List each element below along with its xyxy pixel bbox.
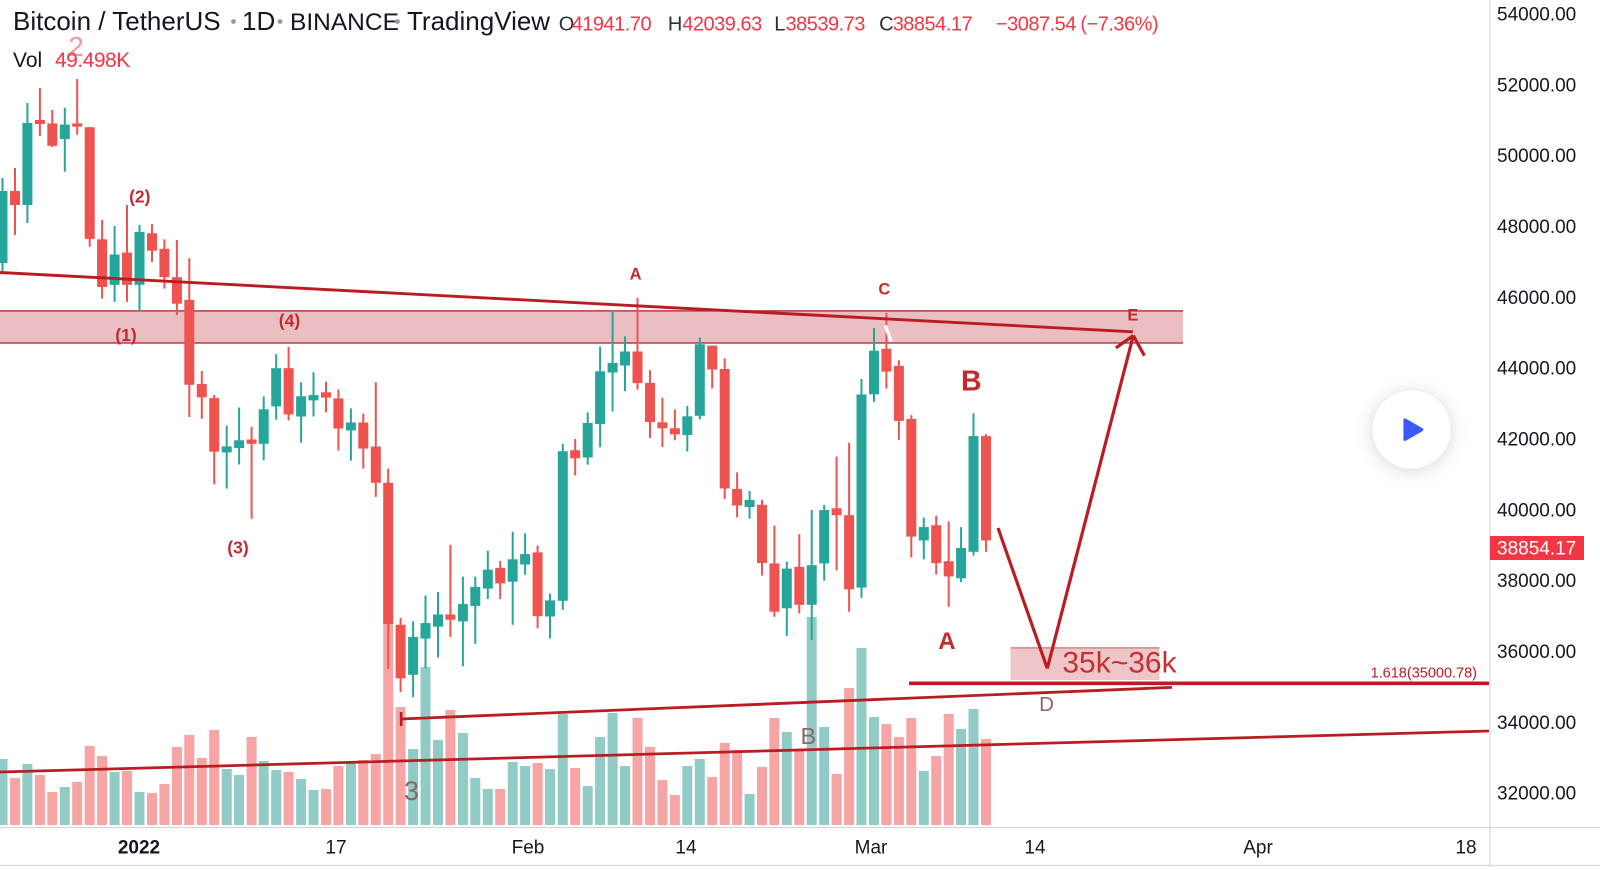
svg-text:(1): (1) bbox=[115, 325, 136, 345]
svg-text:(2): (2) bbox=[129, 187, 150, 207]
svg-text:42000.00: 42000.00 bbox=[1497, 430, 1576, 451]
svg-text:54000.00: 54000.00 bbox=[1497, 5, 1576, 26]
svg-text:E: E bbox=[1127, 307, 1138, 325]
svg-text:38539.73: 38539.73 bbox=[786, 14, 866, 36]
svg-text:A: A bbox=[630, 266, 642, 284]
svg-text:L: L bbox=[774, 14, 785, 36]
svg-text:1.618(35000.78): 1.618(35000.78) bbox=[1371, 666, 1477, 682]
svg-text:BINANCE: BINANCE bbox=[290, 9, 399, 36]
svg-text:1D: 1D bbox=[242, 6, 275, 36]
svg-text:52000.00: 52000.00 bbox=[1497, 75, 1576, 96]
svg-text:−3087.54: −3087.54 bbox=[996, 14, 1076, 36]
svg-text:3: 3 bbox=[404, 776, 419, 806]
svg-text:38854.17: 38854.17 bbox=[893, 14, 973, 36]
svg-text:46000.00: 46000.00 bbox=[1497, 288, 1576, 309]
svg-text:42039.63: 42039.63 bbox=[682, 14, 762, 36]
svg-text:(4): (4) bbox=[279, 311, 300, 331]
svg-text:38854.17: 38854.17 bbox=[1497, 539, 1576, 560]
svg-text:40000.00: 40000.00 bbox=[1497, 500, 1576, 521]
svg-text:14: 14 bbox=[1024, 838, 1046, 859]
svg-text:36000.00: 36000.00 bbox=[1497, 642, 1576, 663]
svg-text:2: 2 bbox=[68, 31, 84, 62]
svg-text:32000.00: 32000.00 bbox=[1497, 784, 1576, 805]
svg-text:C: C bbox=[878, 281, 890, 299]
svg-text:TradingView: TradingView bbox=[407, 6, 550, 36]
svg-text:41941.70: 41941.70 bbox=[572, 14, 652, 36]
svg-text:B: B bbox=[961, 366, 982, 398]
svg-text:48000.00: 48000.00 bbox=[1497, 217, 1576, 238]
svg-text:50000.00: 50000.00 bbox=[1497, 146, 1576, 167]
svg-text:A: A bbox=[938, 628, 955, 655]
svg-text:17: 17 bbox=[325, 838, 346, 859]
svg-text:18: 18 bbox=[1455, 838, 1476, 859]
svg-text:Vol: Vol bbox=[13, 49, 42, 72]
svg-text:14: 14 bbox=[675, 838, 697, 859]
svg-text:Feb: Feb bbox=[512, 838, 545, 859]
svg-text:O: O bbox=[559, 14, 574, 36]
svg-text:Apr: Apr bbox=[1243, 838, 1273, 859]
svg-text:C: C bbox=[879, 14, 893, 36]
svg-text:35k~36k: 35k~36k bbox=[1062, 647, 1177, 680]
svg-text:Mar: Mar bbox=[855, 838, 888, 859]
svg-text:34000.00: 34000.00 bbox=[1497, 713, 1576, 734]
svg-text:D: D bbox=[1039, 693, 1054, 716]
svg-text:Bitcoin / TetherUS: Bitcoin / TetherUS bbox=[13, 6, 221, 36]
svg-text:H: H bbox=[668, 14, 682, 36]
svg-text:(−7.36%): (−7.36%) bbox=[1080, 14, 1158, 36]
svg-text:38000.00: 38000.00 bbox=[1497, 571, 1576, 592]
svg-text:(3): (3) bbox=[227, 538, 248, 558]
svg-text:49.498K: 49.498K bbox=[55, 49, 130, 72]
svg-text:44000.00: 44000.00 bbox=[1497, 359, 1576, 380]
svg-text:B: B bbox=[800, 723, 816, 749]
svg-text:2022: 2022 bbox=[118, 838, 160, 859]
